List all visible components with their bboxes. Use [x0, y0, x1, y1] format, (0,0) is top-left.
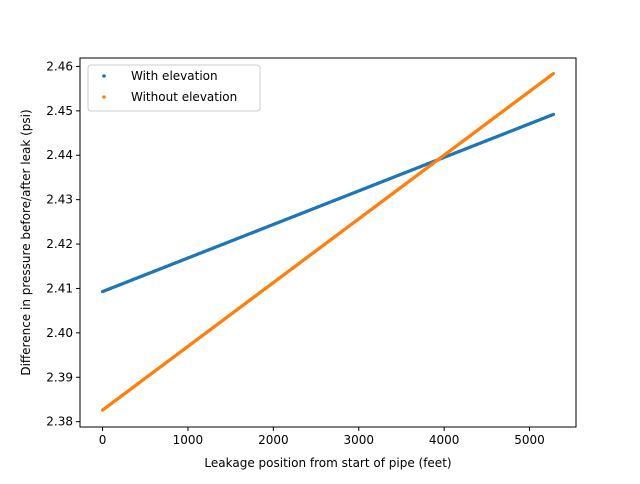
legend-label: With elevation	[131, 69, 218, 83]
legend-box	[87, 64, 261, 112]
legend-marker	[102, 74, 106, 78]
legend-label: Without elevation	[131, 90, 237, 104]
x-tick-label: 1000	[173, 433, 204, 447]
legend: With elevation Without elevation	[87, 64, 261, 112]
y-tick-label: 2.45	[46, 104, 73, 118]
x-tick-label: 5000	[514, 433, 545, 447]
data-point	[551, 112, 556, 116]
x-tick-label: 4000	[429, 433, 460, 447]
y-tick-label: 2.38	[46, 415, 73, 429]
x-tick-label: 0	[99, 433, 107, 447]
y-tick-label: 2.46	[46, 59, 73, 73]
series-0	[100, 112, 556, 294]
axes-frame	[79, 57, 577, 428]
data-point	[551, 71, 556, 76]
y-axis-label: Difference in pressure before/after leak…	[19, 109, 33, 375]
y-tick-label: 2.40	[46, 326, 73, 340]
legend-marker	[102, 95, 106, 99]
series-1	[100, 71, 556, 412]
y-tick-label: 2.41	[46, 281, 73, 295]
x-axis-label: Leakage position from start of pipe (fee…	[204, 456, 451, 470]
y-tick-label: 2.44	[46, 148, 73, 162]
x-axis: 0 1000 2000 3000 4000 5000	[99, 427, 545, 447]
y-axis: 2.38 2.39 2.40 2.41 2.42 2.43 2.44 2.45 2.46	[46, 59, 80, 429]
y-tick-label: 2.43	[46, 193, 73, 207]
x-tick-label: 3000	[343, 433, 374, 447]
y-tick-label: 2.39	[46, 370, 73, 384]
series-layer	[100, 71, 556, 412]
x-tick-label: 2000	[258, 433, 289, 447]
y-tick-label: 2.42	[46, 237, 73, 251]
